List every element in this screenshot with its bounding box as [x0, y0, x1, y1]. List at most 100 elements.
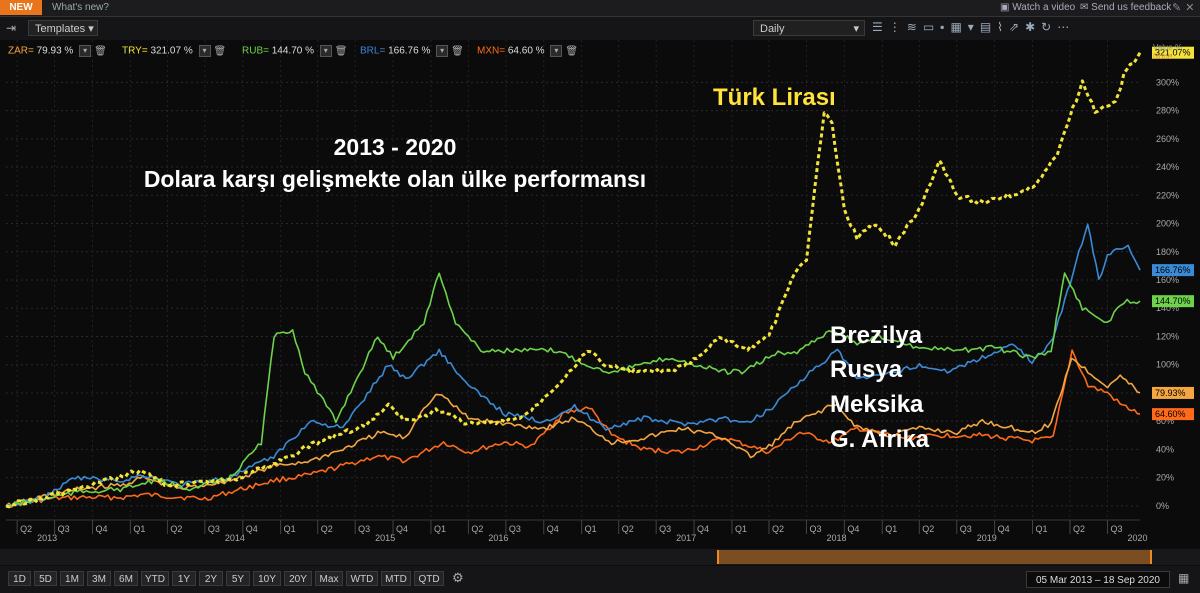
- trash-icon[interactable]: 🗑: [94, 45, 107, 57]
- x-tick-label: Q2: [922, 524, 934, 534]
- settings-icon[interactable]: ✱: [1025, 20, 1042, 34]
- gear-icon[interactable]: ⚙: [452, 570, 464, 585]
- chevron-down-icon[interactable]: ▾: [967, 20, 980, 34]
- video-icon: ▣: [1000, 2, 1013, 13]
- folder-icon[interactable]: ▭: [922, 20, 941, 34]
- y-tick-label: 100%: [1156, 360, 1179, 370]
- new-badge[interactable]: NEW: [0, 0, 42, 15]
- chart-area[interactable]: 0%20%40%60%80%100%120%140%160%180%200%22…: [0, 40, 1200, 548]
- period-button-1d[interactable]: 1D: [8, 571, 31, 586]
- y-tick-label: 20%: [1156, 473, 1174, 483]
- last-value-label-try: 321.07%: [1155, 48, 1191, 58]
- annotation-brazil: Brezilya: [830, 322, 923, 349]
- templates-dropdown[interactable]: Templates ▾: [28, 20, 98, 36]
- period-button-mtd[interactable]: MTD: [381, 571, 411, 586]
- top-icons: ✎✕: [1172, 1, 1198, 14]
- chevron-down-icon[interactable]: ▾: [550, 45, 563, 57]
- navigator-selection[interactable]: [717, 550, 1152, 564]
- chevron-down-icon[interactable]: ▾: [79, 45, 92, 57]
- x-tick-label: Q4: [396, 524, 408, 534]
- period-button-5y[interactable]: 5Y: [226, 571, 250, 586]
- last-value-label-brl: 166.76%: [1155, 265, 1191, 275]
- chevron-down-icon: ▾: [88, 23, 94, 35]
- templates-label: Templates: [35, 23, 86, 35]
- y-tick-label: 60%: [1156, 416, 1174, 426]
- y-tick-label: 220%: [1156, 190, 1179, 200]
- feedback-label: Send us feedback: [1091, 2, 1172, 13]
- x-year-label: 2015: [375, 533, 395, 543]
- trash-icon[interactable]: 🗑: [334, 45, 348, 57]
- grid-icon[interactable]: ▦: [950, 20, 968, 34]
- top-bar: NEW What's new? ▣ Watch a video ✉ Send u…: [0, 0, 1200, 17]
- period-button-10y[interactable]: 10Y: [253, 571, 281, 586]
- period-button-qtd[interactable]: QTD: [414, 571, 444, 586]
- trash-icon[interactable]: 🗑: [565, 45, 579, 57]
- period-button-2y[interactable]: 2Y: [199, 571, 223, 586]
- trash-icon[interactable]: 🗑: [213, 45, 227, 57]
- period-button-20y[interactable]: 20Y: [284, 571, 312, 586]
- tree-icon[interactable]: ⋮: [888, 20, 907, 34]
- chevron-down-icon[interactable]: ▾: [436, 45, 449, 57]
- last-value-tag-try: [1152, 46, 1194, 59]
- overlay-title-line2: Dolara karşı gelişmekte olan ülke perfor…: [143, 166, 647, 192]
- legend-name: ZAR: [8, 45, 28, 57]
- save-icon[interactable]: ▪: [940, 20, 951, 34]
- x-year-label: 2018: [826, 533, 846, 543]
- x-tick-label: Q3: [358, 524, 370, 534]
- legend-value: 64.60 %: [507, 45, 545, 57]
- trash-icon[interactable]: 🗑: [451, 45, 464, 57]
- period-button-1m[interactable]: 1M: [60, 571, 84, 586]
- last-value-tag-mxn: [1152, 408, 1194, 421]
- legend-name: RUB: [242, 45, 264, 57]
- x-tick-label: Q4: [697, 524, 709, 534]
- edit-icon[interactable]: ✎: [1172, 2, 1186, 14]
- whats-new-link[interactable]: What's new?: [52, 2, 109, 13]
- chevron-down-icon[interactable]: ▾: [198, 45, 211, 57]
- legend-item-mxn[interactable]: MXN= 64.60 % ▾ 🗑: [477, 45, 579, 57]
- x-tick-label: Q4: [246, 524, 258, 534]
- x-tick-label: Q4: [847, 524, 859, 534]
- refresh-icon[interactable]: ↻: [1041, 20, 1058, 34]
- legend-item-try[interactable]: TRY= 321.07 % ▾ 🗑: [122, 45, 227, 57]
- pin-icon[interactable]: ⇥: [6, 21, 17, 35]
- value-axis-label: Value %: [1153, 43, 1183, 52]
- chevron-down-icon[interactable]: ▾: [319, 45, 332, 57]
- legend-item-rub[interactable]: RUB= 144.70 % ▾ 🗑: [242, 45, 348, 57]
- period-button-wtd[interactable]: WTD: [346, 571, 378, 586]
- y-tick-label: 240%: [1156, 162, 1179, 172]
- legend-item-brl[interactable]: BRL= 166.76 % ▾ 🗑: [360, 45, 464, 57]
- period-button-max[interactable]: Max: [315, 571, 343, 586]
- more-icon[interactable]: ⋯: [1057, 20, 1076, 34]
- list-icon[interactable]: ☰: [872, 20, 889, 34]
- legend-item-zar[interactable]: ZAR= 79.93 % ▾ 🗑: [8, 45, 107, 57]
- x-tick-label: Q4: [998, 524, 1010, 534]
- close-icon[interactable]: ✕: [1185, 2, 1199, 14]
- period-button-6m[interactable]: 6M: [114, 571, 138, 586]
- x-tick-label: Q1: [885, 524, 897, 534]
- send-feedback-link[interactable]: ✉ Send us feedback: [1080, 2, 1171, 13]
- x-tick-label: Q2: [1073, 524, 1085, 534]
- x-tick-label: Q3: [960, 524, 972, 534]
- period-button-5d[interactable]: 5D: [34, 571, 57, 586]
- x-year-label: 2016: [488, 533, 508, 543]
- legend-value: 166.76 %: [388, 45, 431, 57]
- calendar-icon[interactable]: ▦: [1178, 571, 1190, 585]
- period-button-1y[interactable]: 1Y: [172, 571, 196, 586]
- x-tick-label: Q1: [434, 524, 446, 534]
- x-tick-label: Q1: [585, 524, 597, 534]
- document-icon[interactable]: ▤: [979, 20, 998, 34]
- share-icon[interactable]: ⇗: [1009, 20, 1026, 34]
- period-button-3m[interactable]: 3M: [87, 571, 111, 586]
- date-range-field[interactable]: 05 Mar 2013 – 18 Sep 2020: [1026, 571, 1170, 588]
- tool-icon-group: ☰⋮≋▭▪▦▾▤⌇⇗✱↻⋯: [872, 20, 1075, 34]
- chart-icon[interactable]: ⌇: [997, 20, 1010, 34]
- period-button-ytd[interactable]: YTD: [141, 571, 169, 586]
- series-line-rub: [5, 272, 1141, 507]
- layers-icon[interactable]: ≋: [906, 20, 923, 34]
- interval-dropdown[interactable]: Daily ▾: [753, 20, 865, 36]
- watch-video-link[interactable]: ▣ Watch a video: [1000, 2, 1075, 13]
- x-tick-label: Q1: [735, 524, 747, 534]
- x-year-label: 2020: [1127, 533, 1147, 543]
- series-line-mxn: [5, 349, 1141, 509]
- x-tick-label: Q2: [772, 524, 784, 534]
